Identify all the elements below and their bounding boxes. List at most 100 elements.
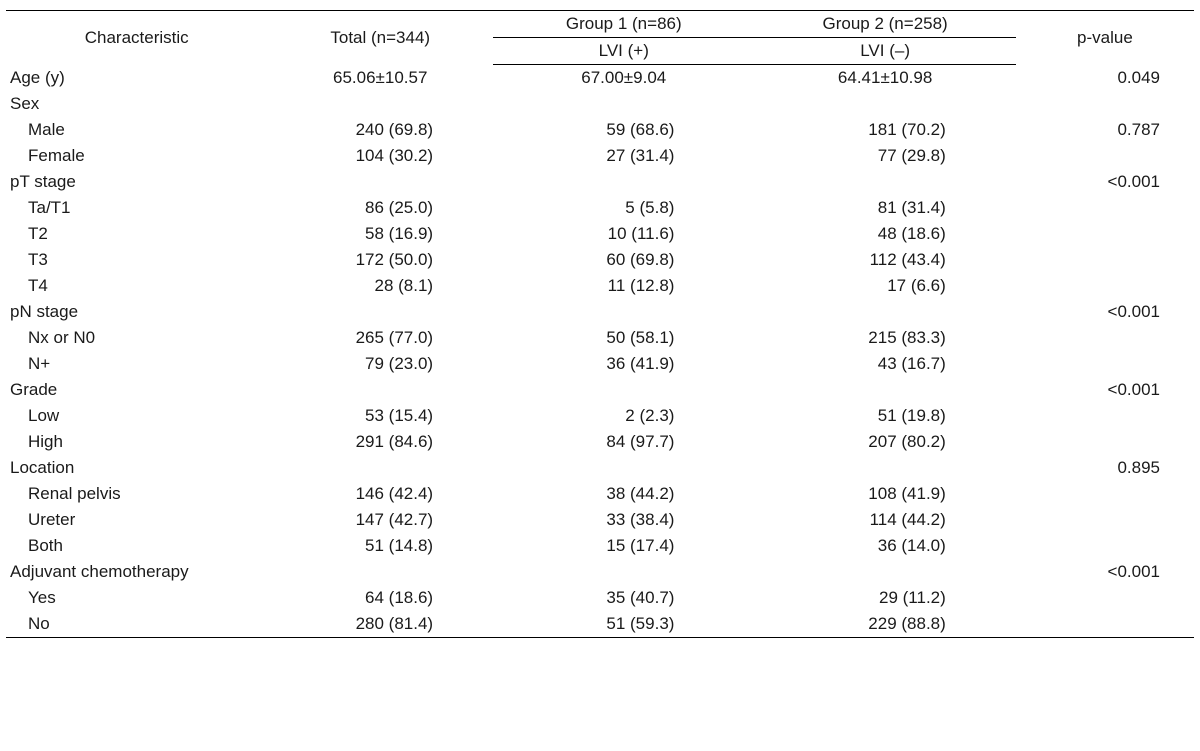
cell-p: <0.001 <box>1016 377 1194 403</box>
cell-g2: 43 (16.7) <box>754 351 1015 377</box>
cell-g2: 207 (80.2) <box>754 429 1015 455</box>
table-row: T4 28 (8.1) 11 (12.8) 17 (6.6) <box>6 273 1194 299</box>
cell-g1: 11 (12.8) <box>493 273 754 299</box>
table-row: Renal pelvis 146 (42.4) 38 (44.2) 108 (4… <box>6 481 1194 507</box>
table-row: High 291 (84.6) 84 (97.7) 207 (80.2) <box>6 429 1194 455</box>
cell-total: 291 (84.6) <box>267 429 493 455</box>
cell-label: T3 <box>6 247 267 273</box>
cell-p: <0.001 <box>1016 169 1194 195</box>
table-row: Grade <0.001 <box>6 377 1194 403</box>
cell-g1: 60 (69.8) <box>493 247 754 273</box>
cell-total: 280 (81.4) <box>267 611 493 638</box>
cell-label: Male <box>6 117 267 143</box>
cell-label: Renal pelvis <box>6 481 267 507</box>
table-row: Nx or N0 265 (77.0) 50 (58.1) 215 (83.3) <box>6 325 1194 351</box>
cell-total: 147 (42.7) <box>267 507 493 533</box>
cell-g1: 35 (40.7) <box>493 585 754 611</box>
cell-total: 51 (14.8) <box>267 533 493 559</box>
cell-total: 146 (42.4) <box>267 481 493 507</box>
cell-label: Sex <box>6 91 267 117</box>
cell-g2: 81 (31.4) <box>754 195 1015 221</box>
table-row: T3 172 (50.0) 60 (69.8) 112 (43.4) <box>6 247 1194 273</box>
cell-label: Both <box>6 533 267 559</box>
cell-g2: 17 (6.6) <box>754 273 1015 299</box>
cell-total: 86 (25.0) <box>267 195 493 221</box>
cell-p: 0.787 <box>1016 117 1194 143</box>
characteristics-table: Characteristic Total (n=344) Group 1 (n=… <box>6 10 1194 638</box>
cell-g2: 215 (83.3) <box>754 325 1015 351</box>
cell-g1: 51 (59.3) <box>493 611 754 638</box>
cell-g1: 10 (11.6) <box>493 221 754 247</box>
cell-label: Location <box>6 455 267 481</box>
col-group2: Group 2 (n=258) <box>754 11 1015 38</box>
cell-total: 240 (69.8) <box>267 117 493 143</box>
table-row: Both 51 (14.8) 15 (17.4) 36 (14.0) <box>6 533 1194 559</box>
table-row: pT stage <0.001 <box>6 169 1194 195</box>
cell-p: <0.001 <box>1016 559 1194 585</box>
cell-label: Ta/T1 <box>6 195 267 221</box>
table-row: Male 240 (69.8) 59 (68.6) 181 (70.2) 0.7… <box>6 117 1194 143</box>
cell-g1: 5 (5.8) <box>493 195 754 221</box>
table-row: No 280 (81.4) 51 (59.3) 229 (88.8) <box>6 611 1194 638</box>
cell-total: 53 (15.4) <box>267 403 493 429</box>
cell-label: Yes <box>6 585 267 611</box>
cell-label: Adjuvant chemotherapy <box>6 559 267 585</box>
cell-total: 58 (16.9) <box>267 221 493 247</box>
col-total: Total (n=344) <box>267 11 493 65</box>
cell-g1: 84 (97.7) <box>493 429 754 455</box>
table-row: Sex <box>6 91 1194 117</box>
cell-g2: 51 (19.8) <box>754 403 1015 429</box>
cell-label: pT stage <box>6 169 267 195</box>
cell-total: 79 (23.0) <box>267 351 493 377</box>
cell-g1: 67.00±9.04 <box>493 65 754 92</box>
cell-g1: 59 (68.6) <box>493 117 754 143</box>
cell-g1: 50 (58.1) <box>493 325 754 351</box>
cell-label: High <box>6 429 267 455</box>
col-pvalue: p-value <box>1016 11 1194 65</box>
table-row: Age (y) 65.06±10.57 67.00±9.04 64.41±10.… <box>6 65 1194 92</box>
cell-p: <0.001 <box>1016 299 1194 325</box>
table-row: T2 58 (16.9) 10 (11.6) 48 (18.6) <box>6 221 1194 247</box>
cell-g2: 108 (41.9) <box>754 481 1015 507</box>
cell-g2: 112 (43.4) <box>754 247 1015 273</box>
cell-g1: 36 (41.9) <box>493 351 754 377</box>
cell-label: pN stage <box>6 299 267 325</box>
cell-g2: 29 (11.2) <box>754 585 1015 611</box>
cell-g1: 2 (2.3) <box>493 403 754 429</box>
cell-total: 28 (8.1) <box>267 273 493 299</box>
cell-p: 0.049 <box>1016 65 1194 92</box>
col-characteristic: Characteristic <box>6 11 267 65</box>
cell-label: T4 <box>6 273 267 299</box>
col-lvi-neg: LVI (–) <box>754 38 1015 65</box>
cell-total: 104 (30.2) <box>267 143 493 169</box>
cell-label: Low <box>6 403 267 429</box>
cell-g2: 181 (70.2) <box>754 117 1015 143</box>
cell-total: 172 (50.0) <box>267 247 493 273</box>
cell-label: Ureter <box>6 507 267 533</box>
table-row: N+ 79 (23.0) 36 (41.9) 43 (16.7) <box>6 351 1194 377</box>
table-row: pN stage <0.001 <box>6 299 1194 325</box>
cell-g2: 64.41±10.98 <box>754 65 1015 92</box>
cell-label: T2 <box>6 221 267 247</box>
table-row: Ta/T1 86 (25.0) 5 (5.8) 81 (31.4) <box>6 195 1194 221</box>
table-row: Low 53 (15.4) 2 (2.3) 51 (19.8) <box>6 403 1194 429</box>
cell-label: No <box>6 611 267 638</box>
cell-total: 65.06±10.57 <box>267 65 493 92</box>
cell-g2: 36 (14.0) <box>754 533 1015 559</box>
cell-label: N+ <box>6 351 267 377</box>
cell-g2: 48 (18.6) <box>754 221 1015 247</box>
cell-g1: 38 (44.2) <box>493 481 754 507</box>
cell-label: Nx or N0 <box>6 325 267 351</box>
cell-label: Female <box>6 143 267 169</box>
cell-g1: 33 (38.4) <box>493 507 754 533</box>
col-group1: Group 1 (n=86) <box>493 11 754 38</box>
cell-p: 0.895 <box>1016 455 1194 481</box>
table-row: Ureter 147 (42.7) 33 (38.4) 114 (44.2) <box>6 507 1194 533</box>
cell-g2: 229 (88.8) <box>754 611 1015 638</box>
cell-g2: 114 (44.2) <box>754 507 1015 533</box>
cell-total: 265 (77.0) <box>267 325 493 351</box>
table-row: Location 0.895 <box>6 455 1194 481</box>
cell-label: Age (y) <box>6 65 267 92</box>
cell-label: Grade <box>6 377 267 403</box>
col-lvi-pos: LVI (+) <box>493 38 754 65</box>
